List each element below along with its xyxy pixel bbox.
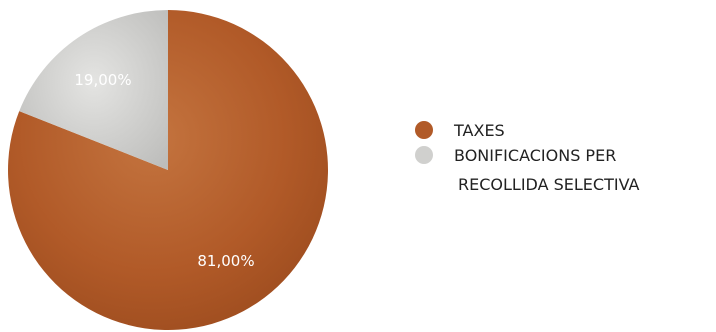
pie-slice-taxes (8, 10, 329, 330)
legend-item-bonificacions: BONIFICACIONS PER RECOLLIDA SELECTIVA (415, 145, 714, 195)
legend-label-taxes: TAXES (454, 121, 505, 140)
slice-label-taxes: 81,00% (197, 252, 254, 270)
legend: TAXES BONIFICACIONS PER RECOLLIDA SELECT… (415, 120, 714, 199)
legend-item-taxes: TAXES (415, 120, 714, 141)
pie-slice-bonificacions (19, 10, 168, 170)
legend-swatch-taxes (415, 121, 433, 139)
legend-label-bonificacions-line2: RECOLLIDA SELECTIVA (458, 175, 640, 194)
pie-chart: 81,00% 19,00% (8, 10, 329, 330)
legend-swatch-bonificacions (415, 146, 433, 164)
legend-label-bonificacions-line1: BONIFICACIONS PER (454, 146, 617, 165)
slice-label-bonificacions: 19,00% (74, 71, 131, 89)
